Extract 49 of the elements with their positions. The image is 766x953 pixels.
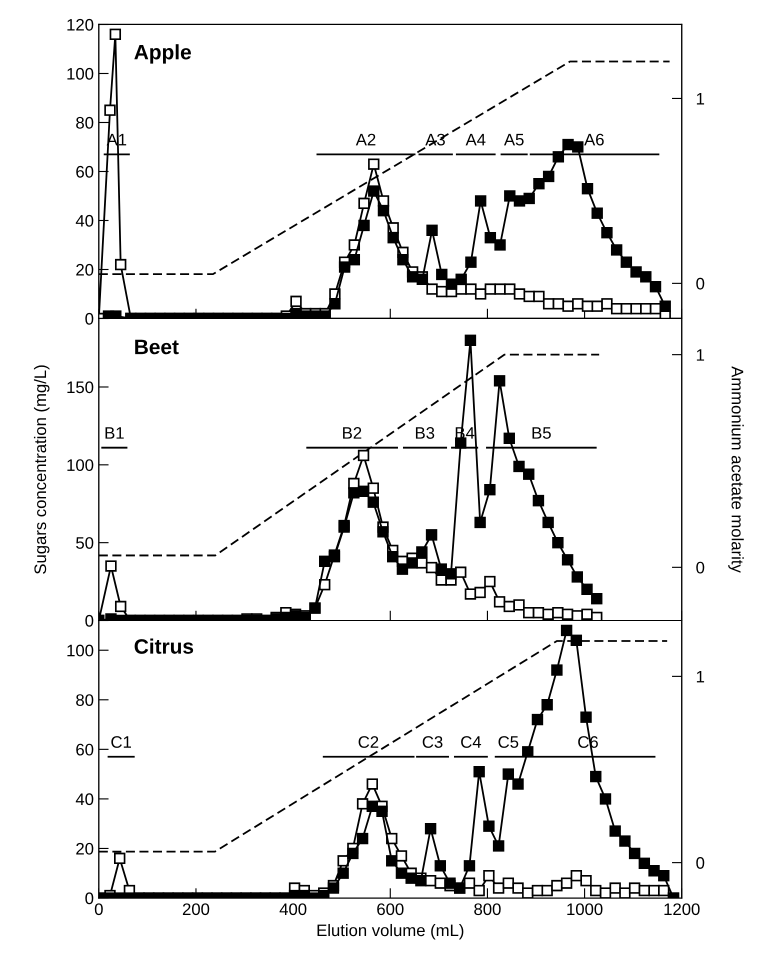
y-tick-label: 60 bbox=[76, 744, 94, 756]
annotation: C3 bbox=[422, 736, 442, 748]
y-tick-label: 20 bbox=[76, 842, 94, 855]
text: Citrus bbox=[134, 638, 194, 654]
x-tick-label: 800 bbox=[474, 903, 501, 916]
y-tick-label: 100 bbox=[67, 459, 94, 472]
y2-tick-label: 0 bbox=[696, 278, 704, 290]
y2-tick-label: 0 bbox=[696, 857, 704, 869]
x-tick-label: 600 bbox=[377, 903, 404, 916]
y-axis-title: Sugars concentration (mg/L) bbox=[34, 365, 50, 574]
y-tick-label: 100 bbox=[67, 68, 94, 80]
y-tick-label: 60 bbox=[76, 166, 94, 178]
y-tick-label: 20 bbox=[76, 264, 94, 276]
text: Apple bbox=[134, 44, 191, 64]
x-tick-label: 200 bbox=[182, 903, 210, 916]
y-tick-label: 40 bbox=[76, 793, 94, 806]
annotation: A6 bbox=[584, 134, 604, 146]
y-tick-label: 40 bbox=[76, 214, 94, 227]
annotation: C2 bbox=[358, 736, 378, 748]
y2-tick-label: 1 bbox=[696, 93, 704, 104]
x-tick-label: 1200 bbox=[664, 903, 700, 916]
annotation: A2 bbox=[356, 134, 376, 146]
annotation: B3 bbox=[416, 427, 434, 439]
y2-tick-label: 1 bbox=[696, 349, 704, 361]
y-tick-label: 100 bbox=[67, 644, 94, 656]
y-tick-label: 120 bbox=[67, 18, 94, 31]
x-tick-label: 400 bbox=[280, 903, 306, 916]
x-tick-label: 1000 bbox=[567, 903, 602, 916]
y-tick-label: 80 bbox=[76, 116, 94, 129]
annotation: C4 bbox=[461, 736, 482, 748]
annotation: B5 bbox=[532, 427, 551, 439]
annotation: C5 bbox=[498, 736, 518, 748]
y2-tick-label: 1 bbox=[696, 670, 704, 682]
annotation: B2 bbox=[343, 427, 362, 439]
y-tick-label: 0 bbox=[85, 312, 94, 325]
y2-axis-title: Ammonium acetate molarity bbox=[728, 366, 744, 573]
x-axis-title: Elution volume (mL) bbox=[318, 924, 464, 940]
annotation: B1 bbox=[106, 427, 124, 439]
y2-tick-label: 0 bbox=[696, 562, 704, 574]
y-tick-label: 150 bbox=[67, 381, 94, 394]
annotation: C1 bbox=[111, 736, 131, 748]
text: Beet bbox=[135, 340, 179, 354]
x-tick-label: 0 bbox=[94, 903, 103, 916]
y-tick-label: 50 bbox=[76, 537, 94, 549]
y-tick-label: 80 bbox=[76, 694, 94, 706]
y-tick-label: 0 bbox=[85, 892, 94, 904]
y-tick-label: 0 bbox=[85, 614, 94, 627]
annotation: A4 bbox=[466, 134, 486, 146]
annotation: A5 bbox=[504, 134, 524, 146]
